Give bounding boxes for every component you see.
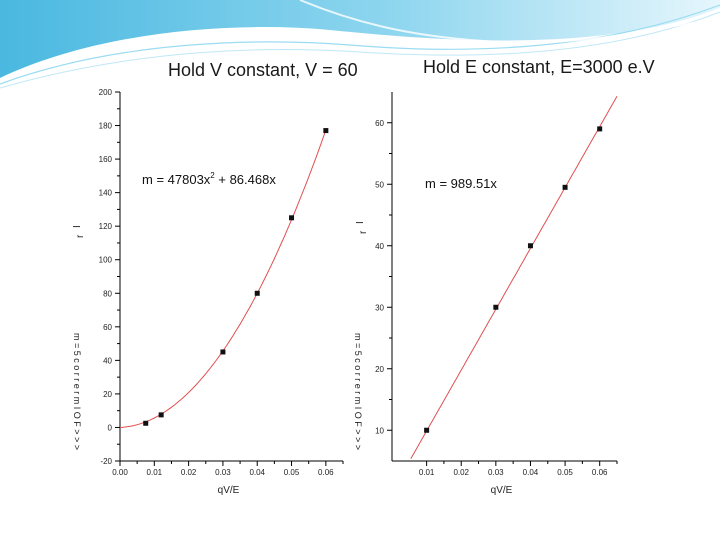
x-axis-title: qV/E [491, 485, 513, 496]
y-axis-title: I [72, 225, 83, 228]
x-tick-label: 0.04 [249, 468, 265, 477]
data-point [527, 243, 533, 249]
fit-equation-exponent: 2 [210, 171, 215, 180]
x-tick-label: 0.01 [147, 468, 163, 477]
y-tick-label: 120 [99, 222, 113, 231]
fit-equation-annotation: m = 47803x2 + 86.468x [142, 171, 276, 187]
y-tick-label: 180 [99, 122, 113, 131]
data-point [254, 290, 260, 296]
x-tick-label: 0.03 [488, 468, 504, 477]
data-point [289, 215, 295, 221]
side-residual-text: m = 5 c o r r e r m I O F > > > [72, 333, 82, 450]
y-tick-label: 40 [103, 356, 112, 365]
y-tick-label: 20 [103, 390, 112, 399]
x-tick-label: 0.00 [112, 468, 128, 477]
x-tick-label: 0.05 [284, 468, 300, 477]
y-tick-label: 40 [375, 242, 384, 251]
data-point [562, 184, 568, 190]
data-point [143, 420, 149, 426]
y-axis-title-subscript: r [75, 234, 86, 238]
y-tick-label: 60 [375, 119, 384, 128]
header-banner-swoosh [0, 0, 720, 89]
fit-equation-prefix: m = 47803x [142, 172, 211, 187]
x-tick-label: 0.06 [592, 468, 608, 477]
side-residual-text: m = 5 c o r r e r m I O F > > > [353, 333, 363, 450]
fit-equation-suffix: + 86.468x [215, 172, 277, 187]
y-tick-label: -20 [100, 457, 112, 466]
x-tick-label: 0.06 [318, 468, 334, 477]
y-tick-label: 20 [375, 365, 384, 374]
y-tick-label: 100 [99, 256, 113, 265]
data-point [323, 128, 329, 134]
y-tick-label: 10 [375, 426, 384, 435]
x-tick-label: 0.01 [419, 468, 435, 477]
chart-title-right: Hold E constant, E=3000 e.V [423, 57, 655, 77]
x-tick-label: 0.02 [181, 468, 197, 477]
chart-title-left: Hold V constant, V = 60 [168, 60, 358, 80]
data-point [597, 126, 603, 132]
y-tick-label: 50 [375, 180, 384, 189]
fit-equation-annotation: m = 989.51x [425, 176, 497, 191]
x-tick-label: 0.05 [557, 468, 573, 477]
data-point [493, 304, 499, 310]
data-point [220, 349, 226, 355]
y-tick-label: 140 [99, 189, 113, 198]
x-tick-label: 0.03 [215, 468, 231, 477]
y-tick-label: 200 [99, 88, 113, 97]
data-point [158, 412, 164, 418]
y-tick-label: 60 [103, 323, 112, 332]
y-tick-label: 160 [99, 155, 113, 164]
y-axis-title: I [355, 221, 366, 224]
x-tick-label: 0.04 [523, 468, 539, 477]
fit-line [410, 95, 618, 460]
y-tick-label: 30 [375, 303, 384, 312]
y-tick-label: 80 [103, 289, 112, 298]
y-axis-title-subscript: r [358, 230, 369, 234]
y-tick-label: 0 [108, 423, 113, 432]
x-axis-title: qV/E [218, 485, 240, 496]
data-point [424, 427, 430, 433]
x-tick-label: 0.02 [453, 468, 469, 477]
